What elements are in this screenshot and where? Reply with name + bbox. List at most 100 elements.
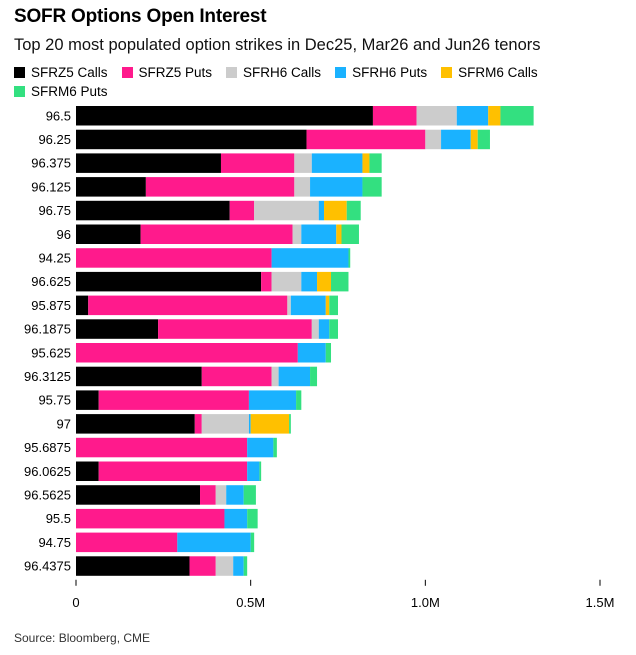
bar-segment [76,556,190,576]
bar-segment [76,508,225,529]
legend-item: SFRM6 Puts [14,83,108,100]
bar-chart-plot: 96.5 96.25 96.375 96.125 96.75 96 94.25 96.625 9… [24,106,615,610]
bar-segment [310,177,363,197]
x-tick-label: 0.5M [236,595,265,610]
legend-label: SFRH6 Puts [352,65,428,80]
bar-segment [76,106,373,126]
bar-segment [317,271,332,292]
bar-segment [318,200,325,221]
bar-segment [296,390,302,410]
bar-segment [247,508,258,529]
bar-segment [331,271,349,292]
bar-segment [201,366,272,387]
category-label: 96.5625 [24,487,71,502]
bar-segment [348,248,351,268]
bar-segment [297,343,326,363]
legend-item: SFRZ5 Calls [14,64,108,81]
bar-segment [292,224,302,244]
bar-segment [243,556,248,576]
bar-segment [271,366,279,387]
bar-segment [76,532,178,553]
bar-segment [215,556,234,576]
bar-segment [76,295,89,316]
bar-segment [325,295,330,316]
legend-swatch [14,86,25,97]
bar-segment [76,414,195,434]
legend-swatch [121,67,133,78]
bar-segment [224,508,248,529]
legend-item: SFRH6 Calls [226,64,321,81]
bar-segment [248,414,251,434]
bar-segment [456,106,489,126]
bar-segment [369,153,382,173]
bar-segment [145,177,295,197]
bar-segment [290,295,326,316]
bar-segment [98,390,249,410]
bar-segment [362,177,382,197]
category-label: 95.875 [31,298,71,313]
bar-segment [226,485,244,505]
bar-segment [76,129,307,150]
category-label: 96.0625 [24,464,71,479]
category-label: 96.5 [46,108,71,123]
bar-segment [271,248,349,268]
bar-segment [318,319,330,339]
bar-segment [76,437,248,458]
category-label: 95.625 [31,345,71,360]
bar-segment [76,153,221,173]
bar-segment [76,224,141,244]
chart-title: SOFR Options Open Interest [14,6,267,27]
bar-segment [470,129,478,150]
x-tick-label: 1.0M [411,595,440,610]
x-tick-label: 1.5M [586,595,615,610]
bar-segment [372,106,417,126]
chart-legend: SFRZ5 Calls SFRZ5 Puts SFRH6 Calls SFRH6 Pu… [14,64,574,100]
bar-segment [278,366,311,387]
bar-segment [189,556,216,576]
bar-segment [341,224,359,244]
bar-segment [294,177,311,197]
bar-segment [311,153,363,173]
chart-subtitle: Top 20 most populated option strikes in … [14,36,541,54]
bar-segment [250,532,255,553]
bar-segment [301,224,337,244]
category-label: 95.75 [38,393,71,408]
bar-segment [177,532,251,553]
bar-segment [346,200,361,221]
legend-label: SFRZ5 Puts [138,65,213,80]
bar-segment [76,319,159,339]
bar-segment [76,177,146,197]
bar-segment [201,414,249,434]
bar-segment [76,200,230,221]
bar-segment [301,271,318,292]
legend-swatch [335,67,347,78]
legend-item: SFRZ5 Puts [121,64,213,81]
bar-segment [215,485,227,505]
bar-segment [76,248,272,268]
bar-segment [294,153,312,173]
bar-segment [248,390,297,410]
bar-segment [76,461,99,481]
bar-segment [306,129,426,150]
bar-segment [261,271,272,292]
category-label: 97 [57,416,71,431]
bar-segment [247,461,260,481]
bar-segment [76,271,262,292]
category-label: 96 [57,227,71,242]
legend-label: SFRM6 Puts [31,84,108,99]
category-label: 96.4375 [24,559,71,574]
bar-segment [273,437,277,458]
bar-segment [254,200,319,221]
category-label: 95.6875 [24,440,71,455]
category-label: 94.25 [38,250,71,265]
bar-segment [98,461,248,481]
bar-segment [76,485,201,505]
bar-segment [194,414,202,434]
bar-segment [76,366,202,387]
bar-segment [287,295,291,316]
category-label: 96.75 [38,203,71,218]
bar-segment [289,414,291,434]
bar-segment [88,295,288,316]
bar-segment [140,224,293,244]
